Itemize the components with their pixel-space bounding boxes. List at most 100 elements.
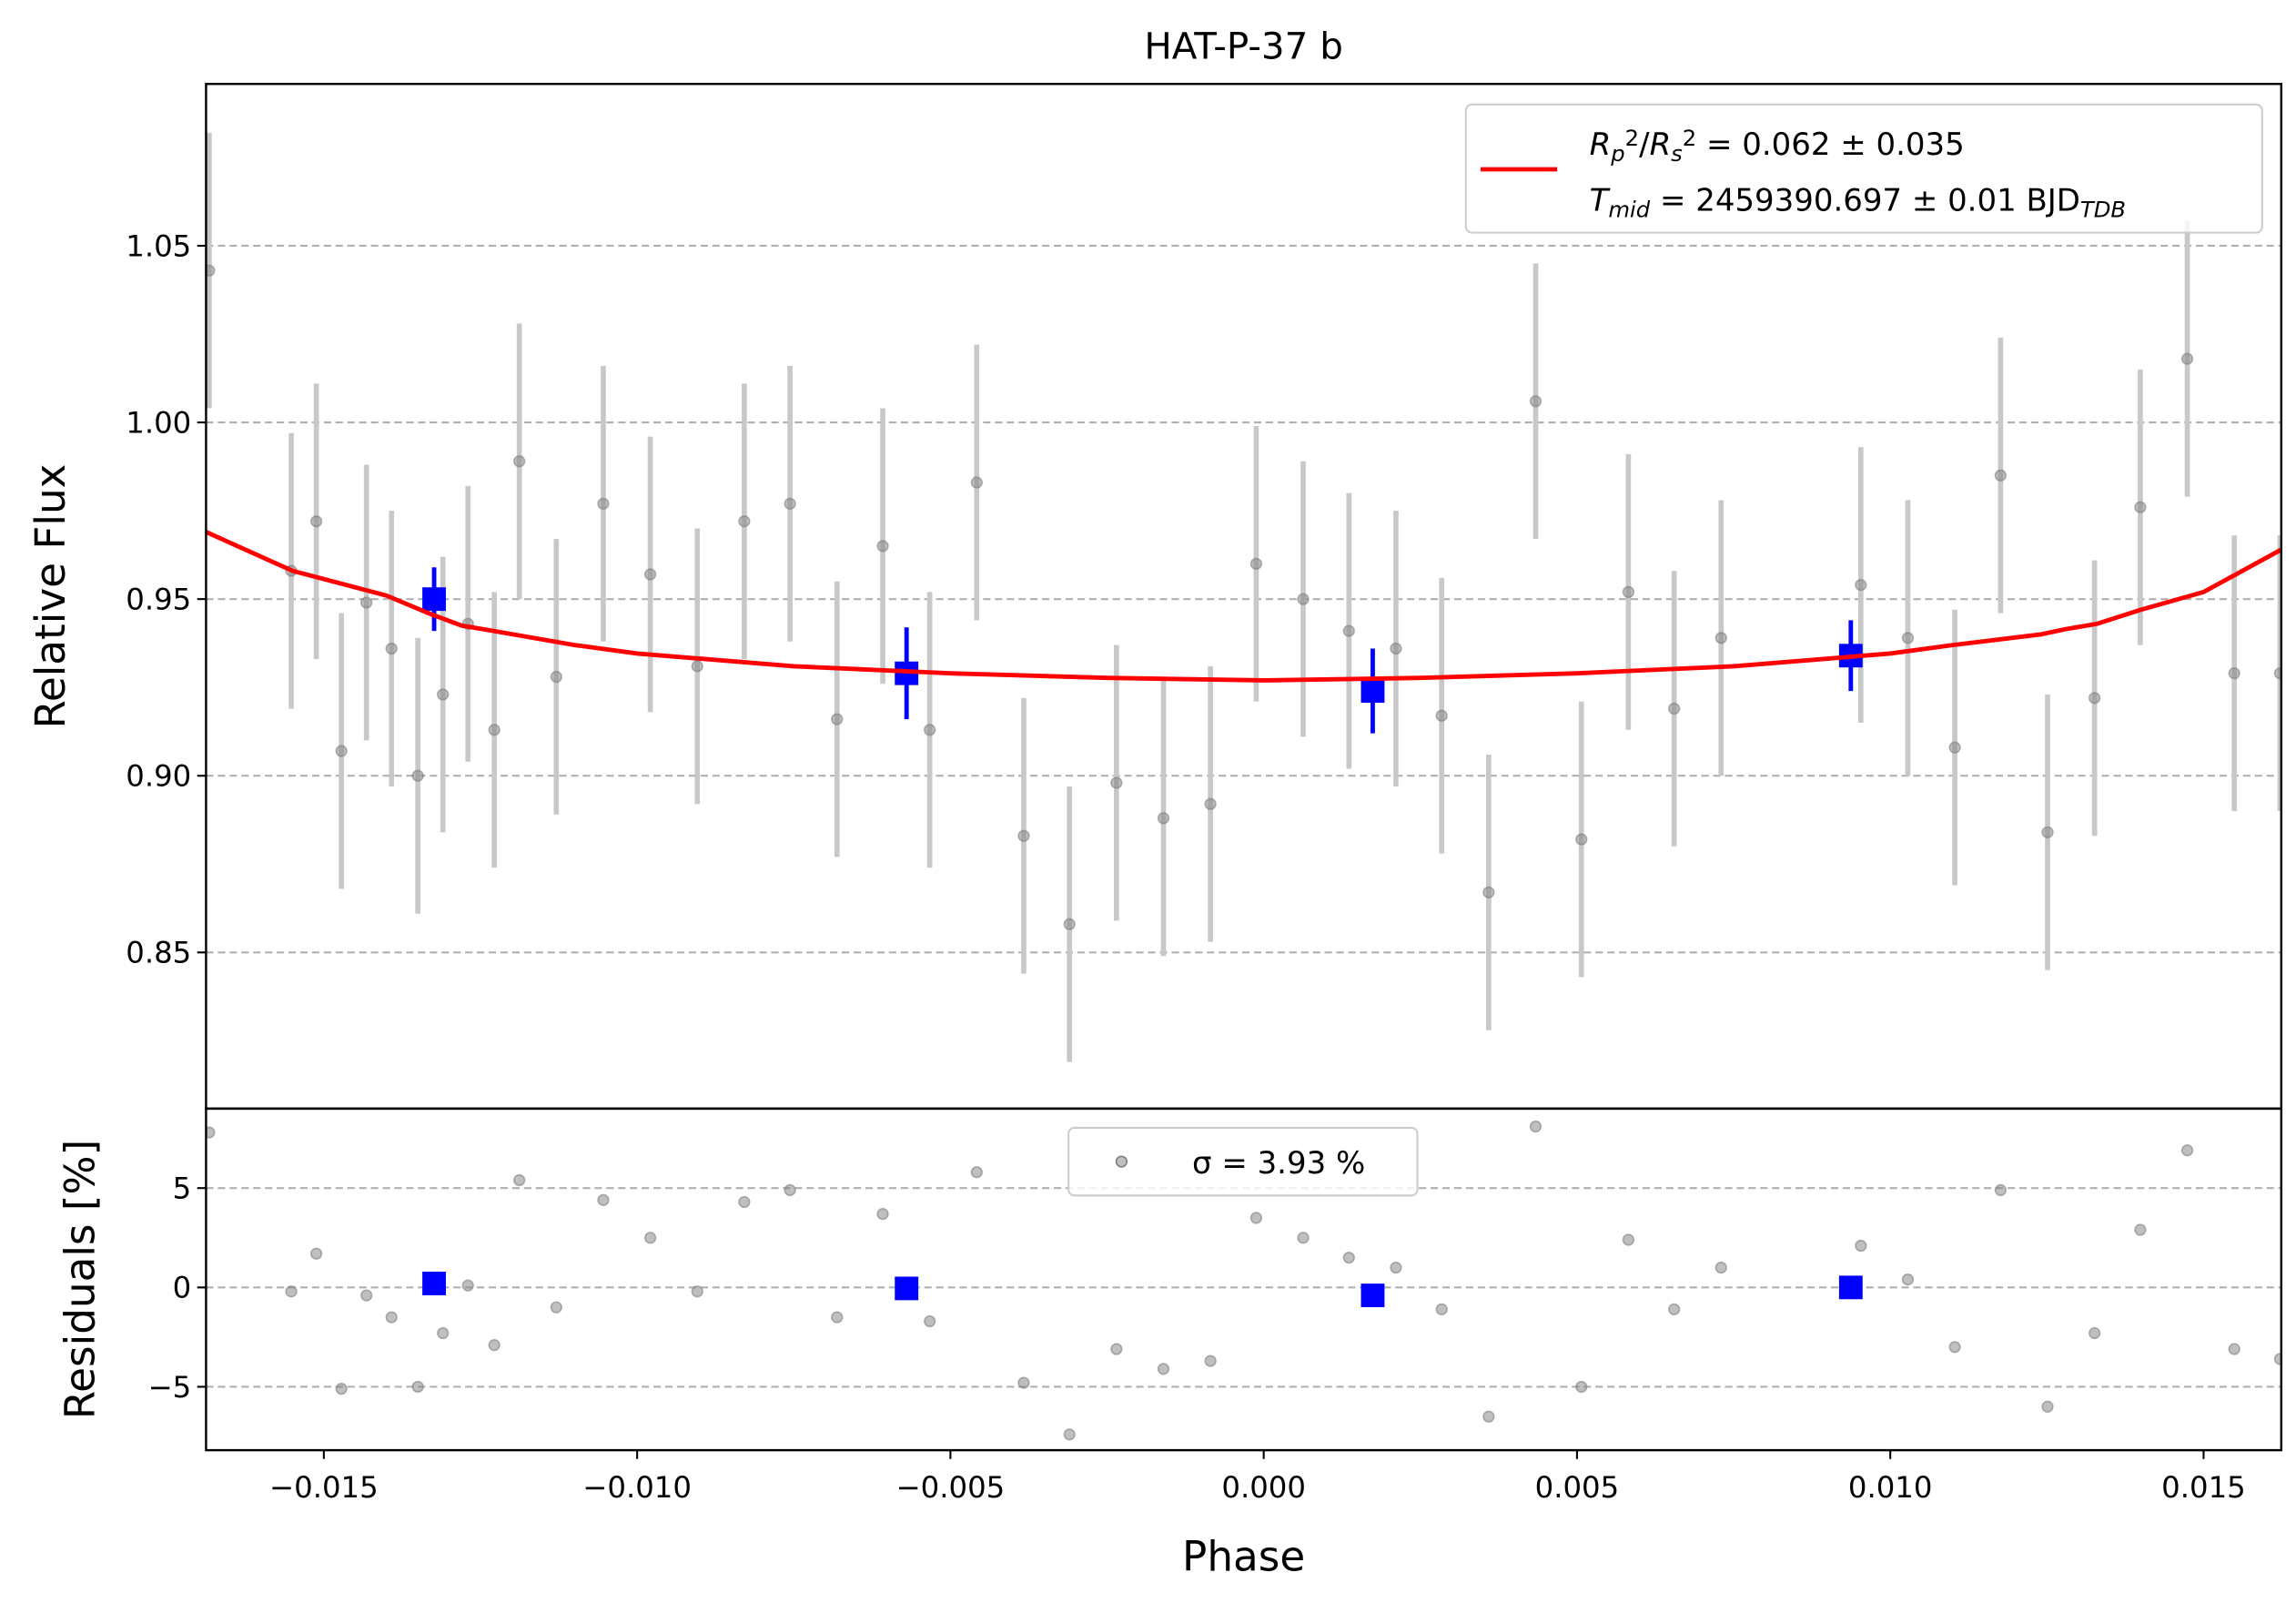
data-point — [1110, 1343, 1123, 1355]
data-point — [876, 540, 889, 553]
data-point — [461, 1279, 474, 1292]
data-point — [360, 1289, 373, 1302]
legend-text-part: 2 — [1625, 125, 1639, 151]
data-point — [691, 1285, 703, 1298]
data-point — [1157, 1363, 1170, 1375]
data-point — [1249, 557, 1263, 570]
data-point — [1482, 886, 1495, 898]
x-tick-label: 0.010 — [1848, 1470, 1933, 1505]
y-tick-label: 0 — [173, 1271, 192, 1305]
x-tick-label: 0.000 — [1221, 1470, 1306, 1505]
data-point — [1668, 702, 1681, 715]
data-point — [1063, 1428, 1076, 1441]
data-point — [1204, 1354, 1217, 1367]
data-point — [2089, 1326, 2101, 1340]
data-point — [1482, 1410, 1495, 1423]
x-tick-label: −0.015 — [269, 1470, 379, 1505]
data-point — [1622, 585, 1635, 599]
data-point — [550, 1301, 562, 1314]
data-point — [831, 1311, 844, 1324]
data-point — [597, 497, 610, 510]
data-point — [738, 515, 751, 528]
legend-text-part: TDB — [2080, 196, 2126, 222]
data-point — [385, 642, 398, 655]
legend-text-part: 2 — [1683, 125, 1696, 151]
data-point — [1390, 642, 1402, 655]
data-point — [1529, 395, 1542, 408]
x-axis-label: Phase — [1182, 1533, 1305, 1581]
data-point — [2180, 352, 2194, 365]
data-point — [876, 1207, 889, 1221]
data-point — [1575, 1380, 1588, 1394]
binned-point — [1360, 1283, 1385, 1308]
data-point — [1668, 1303, 1681, 1315]
data-point — [411, 769, 424, 782]
data-point — [643, 568, 657, 581]
data-point — [335, 1383, 348, 1395]
y-axis-label: Relative Flux — [26, 464, 75, 729]
data-point — [513, 1173, 526, 1187]
legend-box — [1067, 1126, 1419, 1197]
data-point — [1901, 1273, 1915, 1286]
data-point — [2273, 1353, 2281, 1365]
data-point — [643, 1232, 657, 1244]
data-point — [1342, 1251, 1355, 1264]
data-point — [335, 745, 348, 757]
y-tick-label: 0.95 — [126, 582, 191, 616]
y-tick-label: 0.90 — [126, 759, 191, 794]
data-point — [1110, 776, 1123, 789]
data-point — [970, 476, 983, 489]
data-point — [2134, 1223, 2147, 1236]
legend-box — [1464, 103, 2263, 234]
legend-label: Rp2/Rs2 = 0.062 ± 0.035 — [1590, 125, 1965, 167]
data-point — [597, 1193, 610, 1206]
x-tick-label: 0.005 — [1535, 1470, 1620, 1505]
data-point — [1529, 1120, 1542, 1133]
data-point — [1017, 1376, 1030, 1389]
data-point — [437, 1326, 450, 1340]
data-point — [2134, 501, 2147, 513]
data-point — [206, 1126, 216, 1139]
binned-point — [422, 1272, 446, 1295]
legend-label: σ = 3.93 % — [1192, 1145, 1365, 1182]
legend-text-part: s — [1671, 140, 1683, 167]
data-point — [2041, 826, 2054, 838]
data-point — [1249, 1212, 1263, 1224]
data-point — [1435, 1303, 1448, 1315]
data-point — [1390, 1261, 1402, 1274]
data-point — [206, 264, 216, 277]
x-tick-label: −0.010 — [582, 1470, 692, 1505]
data-point — [1855, 1239, 1867, 1253]
data-point — [285, 1285, 298, 1298]
model-line — [206, 530, 2281, 683]
data-point — [970, 1166, 983, 1179]
data-point — [411, 1380, 424, 1394]
data-point — [1901, 632, 1915, 644]
data-point — [1297, 593, 1310, 605]
data-point — [1948, 1341, 1961, 1354]
y-tick-label: 5 — [173, 1172, 192, 1206]
binned-point — [1838, 1275, 1863, 1300]
legend-text-part: R — [1590, 127, 1612, 163]
data-point — [2041, 1400, 2054, 1413]
binned-point — [1360, 679, 1385, 704]
data-point — [360, 596, 373, 609]
data-point — [1342, 624, 1355, 637]
data-point — [550, 670, 562, 684]
x-tick-label: −0.005 — [896, 1470, 1006, 1505]
y-tick-label: 1.00 — [126, 405, 191, 440]
binned-point — [422, 587, 446, 612]
data-point — [2228, 1343, 2240, 1355]
data-point — [1204, 797, 1217, 810]
legend-swatch — [1115, 1155, 1128, 1168]
data-point — [1297, 1232, 1310, 1244]
data-point — [784, 497, 796, 510]
data-point — [1714, 1261, 1727, 1274]
data-point — [1157, 812, 1170, 825]
data-point — [513, 455, 526, 468]
data-point — [309, 515, 323, 528]
y-tick-label: 0.85 — [126, 936, 191, 970]
data-point — [1017, 829, 1030, 842]
data-point — [385, 1311, 398, 1324]
